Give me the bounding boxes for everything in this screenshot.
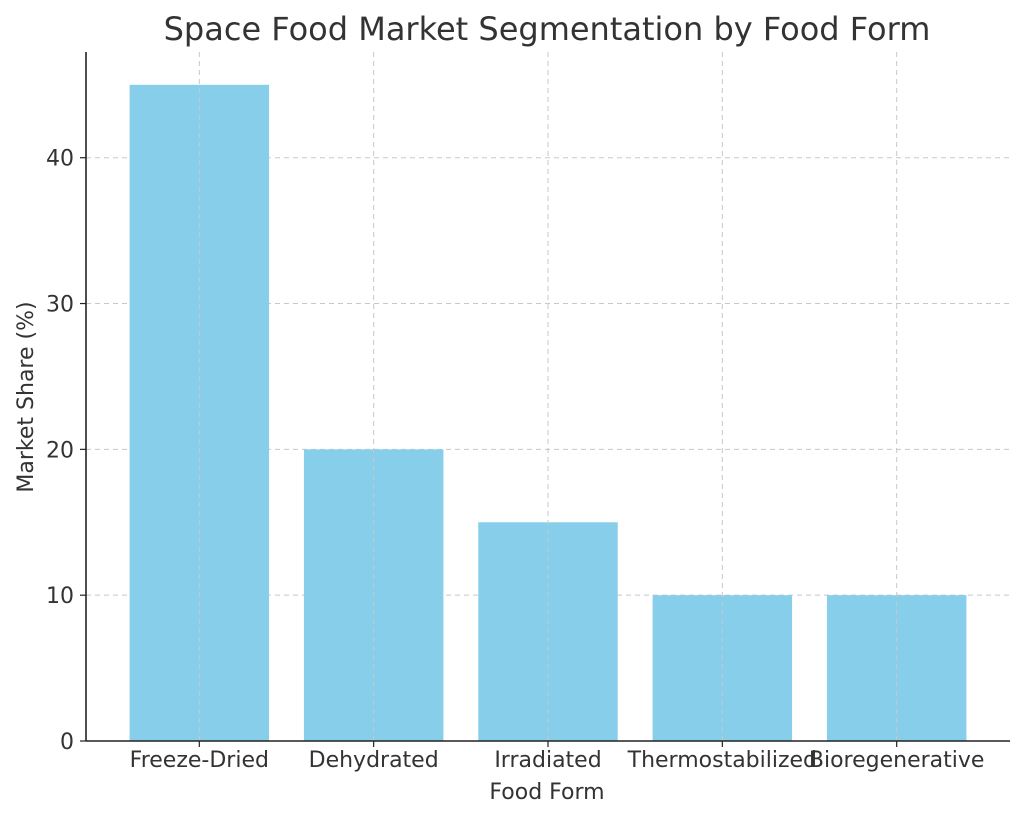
vertical-grid-layer <box>198 52 898 741</box>
y-tick-label: 0 <box>60 730 74 755</box>
axes-layer <box>80 52 1010 747</box>
chart-title: Space Food Market Segmentation by Food F… <box>164 10 931 48</box>
x-axis-label: Food Form <box>489 780 604 805</box>
x-tick-label: Bioregenerative <box>809 748 985 773</box>
y-tick-label: 40 <box>46 147 74 172</box>
x-tick-label: Irradiated <box>494 748 601 773</box>
y-tick-label: 30 <box>46 293 74 318</box>
x-tick-label: Dehydrated <box>309 748 439 773</box>
x-tick-labels: Freeze-Dried Dehydrated Irradiated Thermost… <box>130 748 985 773</box>
x-tick-label: Freeze-Dried <box>130 748 269 773</box>
y-tick-labels: 0 10 20 30 40 <box>46 147 74 755</box>
y-axis-label: Market Share (%) <box>14 301 39 492</box>
y-tick-label: 10 <box>46 584 74 609</box>
y-tick-label: 20 <box>46 438 74 463</box>
x-tick-label: Thermostabilized <box>627 748 817 773</box>
